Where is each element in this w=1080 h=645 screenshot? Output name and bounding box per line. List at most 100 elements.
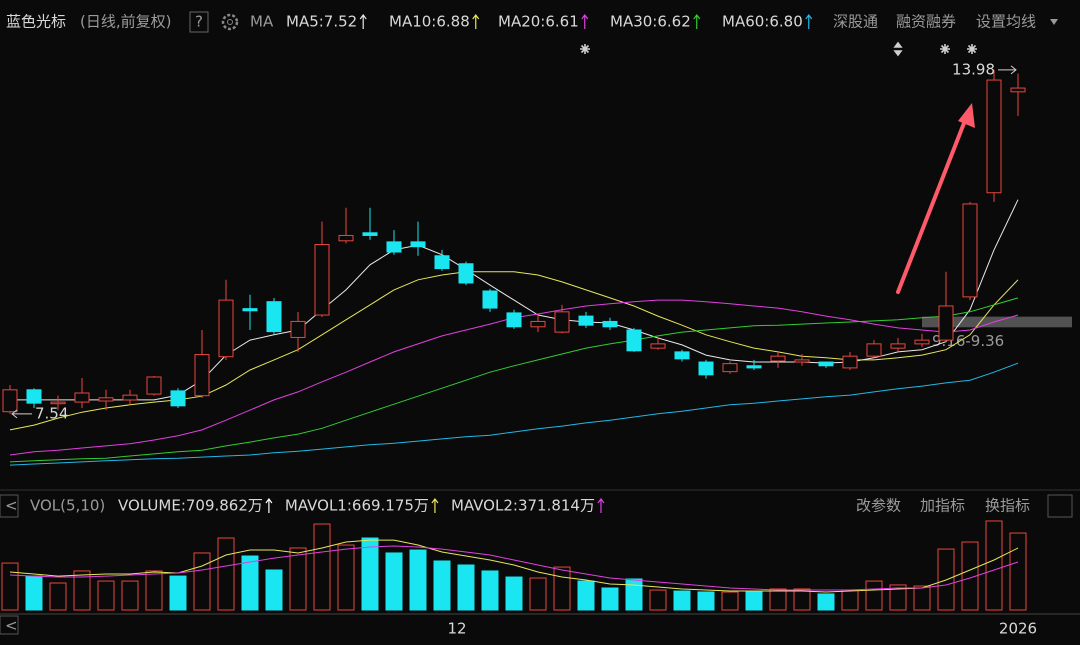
settings-icon-core	[227, 19, 233, 25]
volume-bar	[553, 566, 571, 611]
x-tick-label: 12	[447, 620, 466, 638]
volume-bar	[673, 590, 691, 611]
candle-body	[362, 232, 378, 236]
up-arrow	[472, 14, 480, 29]
candle-body	[482, 290, 498, 309]
ma-legend: MA60:6.80	[722, 13, 803, 31]
volume-bar	[649, 589, 667, 611]
candle-body	[26, 389, 42, 404]
toolbar-button[interactable]: 换指标	[985, 497, 1030, 515]
panel-menu-box[interactable]	[1047, 494, 1073, 518]
volume-bar	[577, 580, 595, 611]
candle-body	[266, 301, 282, 333]
high-marker-arrow	[998, 65, 1017, 75]
mavol-legend: MAVOL1:669.175万	[285, 497, 429, 515]
volume-bar	[529, 577, 547, 611]
candle-body	[674, 351, 690, 360]
up-arrow	[581, 14, 589, 29]
help-box[interactable]	[189, 11, 209, 33]
volume-bar	[625, 578, 643, 611]
candle-body	[722, 363, 738, 373]
candle-body	[554, 311, 570, 333]
up-arrow	[265, 498, 273, 513]
ma-legend: MA20:6.61	[498, 13, 579, 31]
tool-button[interactable]: 融资融券	[896, 13, 956, 31]
volume-bar	[433, 560, 451, 611]
volume-bar	[385, 552, 403, 611]
up-arrow	[359, 14, 367, 29]
volume-bar	[169, 575, 187, 611]
candle-body	[626, 329, 642, 352]
volume-bar	[1, 562, 19, 611]
candle-body	[602, 320, 618, 328]
candle-body	[338, 234, 354, 242]
ma-legend: MA30:6.62	[610, 13, 691, 31]
volume-bar	[1009, 532, 1027, 611]
mavol-legend: MAVOL2:371.814万	[451, 497, 595, 515]
settings-icon[interactable]	[221, 13, 239, 31]
scroll-left-box[interactable]	[0, 615, 19, 635]
volume-bar	[769, 588, 787, 611]
candle-body	[986, 79, 1002, 194]
toolbar-button[interactable]: 加指标	[920, 497, 965, 515]
volume-bar	[745, 590, 763, 611]
volume-bar	[25, 575, 43, 611]
candle-body	[74, 392, 90, 403]
ma-legend: MA5:7.52	[286, 13, 357, 31]
candle-body	[842, 355, 858, 369]
candle-body	[962, 203, 978, 298]
volume-bar	[913, 585, 931, 611]
candle-body	[170, 390, 186, 407]
candle-body	[122, 394, 138, 401]
dropdown-caret[interactable]	[1050, 19, 1058, 25]
volume-bar	[697, 591, 715, 611]
toolbar-button[interactable]: 改参数	[856, 497, 901, 515]
volume-bar	[817, 593, 835, 611]
up-arrow	[805, 14, 813, 29]
volume-bar	[841, 589, 859, 611]
volume-bar	[601, 587, 619, 611]
volume-bar	[961, 541, 979, 611]
candle-body	[506, 312, 522, 328]
up-arrow	[693, 14, 701, 29]
candle-body	[578, 315, 594, 326]
volume-title: VOL(5,10)	[30, 497, 105, 515]
stock-title: 蓝色光标	[6, 13, 66, 31]
collapse-box[interactable]	[0, 494, 19, 518]
x-tick-label: 2026	[999, 620, 1037, 638]
volume-bar	[145, 570, 163, 611]
volume-bar	[361, 537, 379, 611]
high-marker-label: 13.98	[952, 60, 995, 78]
candle-body	[434, 255, 450, 270]
candle-body	[386, 241, 402, 253]
scroll-left-icon: <	[5, 617, 18, 635]
candle-body	[650, 343, 666, 349]
volume-bar	[265, 569, 283, 611]
candle-body	[746, 365, 762, 369]
tool-button[interactable]: 深股通	[833, 13, 878, 31]
ma-line	[9, 297, 1019, 463]
candle-body	[938, 305, 954, 341]
indicator-name[interactable]: MA	[250, 13, 274, 31]
volume-bar	[49, 582, 67, 611]
candle-body	[410, 241, 426, 248]
trend-arrow	[896, 103, 975, 294]
candle-body	[458, 263, 474, 284]
event-icons	[580, 41, 977, 57]
ma-legend: MA10:6.88	[389, 13, 470, 31]
up-arrow	[597, 498, 605, 513]
volume-bar	[121, 580, 139, 611]
volume-bar	[97, 580, 115, 611]
period-label[interactable]: (日线,前复权)	[80, 13, 171, 31]
ma-line	[9, 362, 1019, 466]
volume-bar	[721, 591, 739, 611]
candle-body	[794, 359, 810, 363]
candle-body	[890, 343, 906, 349]
volume-bar	[985, 520, 1003, 611]
volume-label: VOLUME:709.862万	[118, 497, 263, 515]
candle-body	[866, 343, 882, 357]
volume-bar	[457, 564, 475, 611]
tool-button[interactable]: 设置均线	[976, 13, 1036, 31]
up-arrow	[431, 498, 439, 513]
price-range-band	[922, 316, 1072, 328]
